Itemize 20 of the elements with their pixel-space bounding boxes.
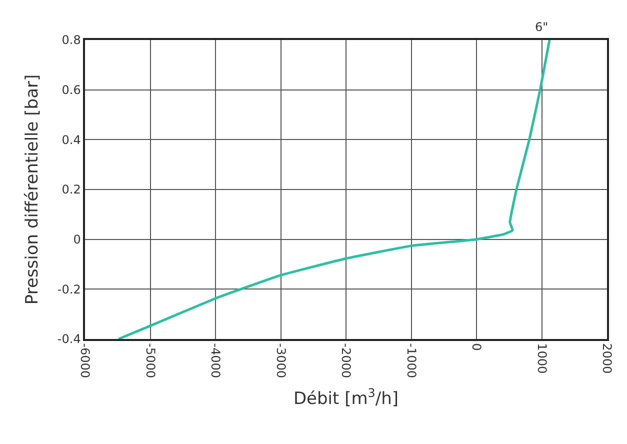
y-axis-title: Pression différentielle [bar] (22, 74, 42, 305)
x-tick-label: 1000 (534, 343, 549, 374)
x-tick-label: 2000 (600, 343, 614, 374)
y-tick-label: 0.4 (62, 132, 81, 147)
x-tick-label: -6000 (78, 343, 92, 378)
x-tick-label: -3000 (274, 343, 288, 378)
x-tick-label: -4000 (208, 343, 223, 378)
x-tick-label: 0 (470, 343, 484, 351)
annotation: 6" (535, 20, 548, 34)
x-tick-label: -2000 (339, 343, 354, 378)
y-tick-label: 0.8 (62, 33, 81, 48)
x-axis-title: Débit [m$^{3}$/h] (293, 386, 399, 409)
y-tick-label: 0.6 (62, 83, 81, 98)
line-series (117, 40, 551, 339)
x-tick-label: -1000 (404, 343, 418, 378)
x-tick-label: -5000 (143, 343, 158, 378)
y-tick-label: 0 (73, 232, 81, 247)
y-tick-label: -0.4 (57, 332, 81, 346)
y-tick-label: -0.2 (57, 282, 81, 296)
y-tick-label: 0.2 (62, 182, 81, 197)
